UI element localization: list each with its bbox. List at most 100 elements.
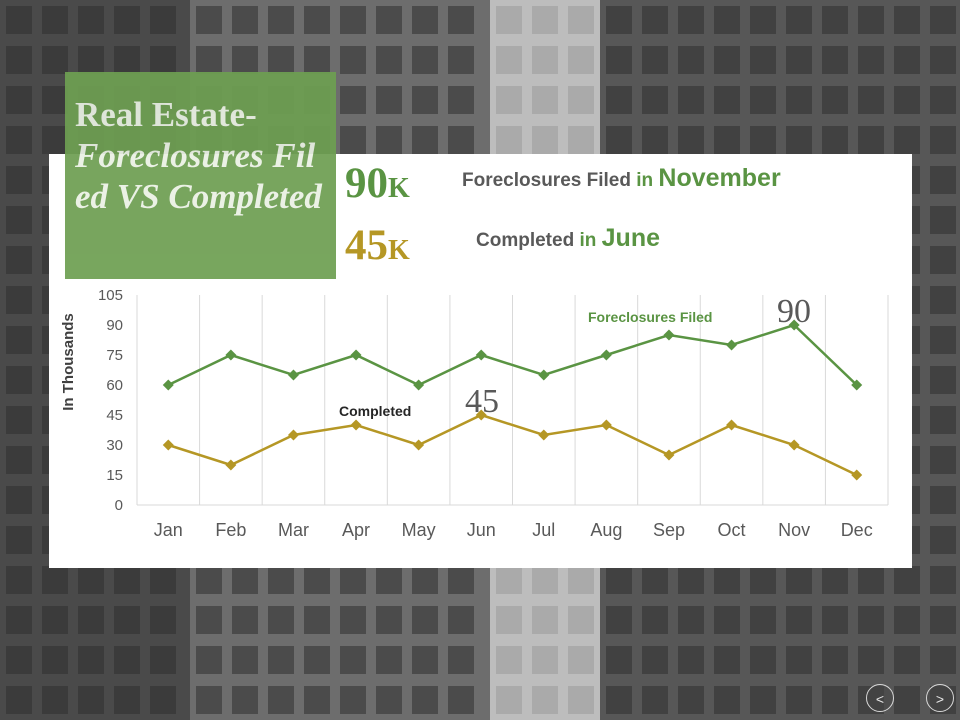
building-window <box>750 686 776 714</box>
building-window <box>114 566 140 594</box>
y-axis-ticks: 0 15 30 45 60 75 90 105 <box>98 287 123 514</box>
building-window <box>412 606 438 634</box>
building-window <box>412 86 438 114</box>
building-window <box>114 646 140 674</box>
building-window <box>448 686 474 714</box>
building-window <box>822 6 848 34</box>
building-window <box>642 6 668 34</box>
building-window <box>894 46 920 74</box>
y-tick-label: 60 <box>106 377 123 394</box>
data-point <box>287 369 299 381</box>
building-window <box>822 86 848 114</box>
building-window <box>930 646 956 674</box>
building-window <box>786 86 812 114</box>
building-window <box>532 86 558 114</box>
building-window <box>340 6 366 34</box>
data-point <box>162 379 174 391</box>
building-window <box>786 566 812 594</box>
building-window <box>42 606 68 634</box>
prev-slide-button[interactable]: < <box>866 684 894 712</box>
building-window <box>6 206 32 234</box>
building-window <box>714 566 740 594</box>
building-window <box>304 646 330 674</box>
building-window <box>568 606 594 634</box>
building-window <box>930 606 956 634</box>
x-tick-label: Oct <box>718 520 746 540</box>
building-window <box>930 326 956 354</box>
x-tick-label: Dec <box>841 520 873 540</box>
building-window <box>42 646 68 674</box>
y-tick-label: 0 <box>115 497 123 514</box>
line-chart: 0 15 30 45 60 75 90 105 Jan Feb Mar Apr May Jun Jul Au… <box>60 287 889 540</box>
building-window <box>786 126 812 154</box>
building-window <box>304 566 330 594</box>
building-window <box>894 566 920 594</box>
building-window <box>568 86 594 114</box>
highlight-completed-connector: in <box>579 230 597 251</box>
highlight-filed-text: Foreclosures Filed in November <box>462 164 781 193</box>
highlight-completed-number: 45 <box>345 222 388 269</box>
series-line <box>167 323 858 387</box>
building-window <box>714 686 740 714</box>
building-window <box>6 6 32 34</box>
building-window <box>786 6 812 34</box>
building-window <box>42 46 68 74</box>
building-window <box>858 86 884 114</box>
data-point <box>287 429 299 441</box>
building-window <box>568 46 594 74</box>
building-window <box>930 486 956 514</box>
building-window <box>930 86 956 114</box>
building-window <box>894 6 920 34</box>
building-window <box>268 566 294 594</box>
building-window <box>412 566 438 594</box>
building-window <box>114 6 140 34</box>
building-window <box>42 86 68 114</box>
building-window <box>6 246 32 274</box>
building-window <box>568 566 594 594</box>
highlight-filed-unit: K <box>388 173 410 204</box>
building-window <box>196 686 222 714</box>
annotation-filed-peak: 90 <box>777 293 811 330</box>
data-point <box>350 419 362 431</box>
building-window <box>376 566 402 594</box>
building-window <box>750 86 776 114</box>
building-window <box>822 46 848 74</box>
building-window <box>678 46 704 74</box>
data-point <box>475 349 487 361</box>
building-window <box>786 46 812 74</box>
building-window <box>496 566 522 594</box>
building-window <box>376 686 402 714</box>
building-window <box>114 686 140 714</box>
building-window <box>42 6 68 34</box>
building-window <box>642 46 668 74</box>
y-axis-label: In Thousands <box>60 313 77 411</box>
building-window <box>42 126 68 154</box>
building-window <box>412 46 438 74</box>
building-window <box>894 86 920 114</box>
building-window <box>376 6 402 34</box>
building-window <box>42 566 68 594</box>
x-tick-label: Nov <box>778 520 810 540</box>
building-window <box>114 606 140 634</box>
building-window <box>78 566 104 594</box>
building-window <box>568 686 594 714</box>
building-window <box>532 6 558 34</box>
building-window <box>930 286 956 314</box>
data-point <box>851 379 863 391</box>
x-tick-label: May <box>402 520 436 540</box>
building-window <box>714 46 740 74</box>
next-slide-button[interactable]: > <box>926 684 954 712</box>
building-window <box>448 606 474 634</box>
data-point <box>663 449 675 461</box>
building-window <box>6 366 32 394</box>
y-tick-label: 15 <box>106 467 123 484</box>
building-window <box>532 566 558 594</box>
building-window <box>150 566 176 594</box>
highlight-filed-month: November <box>658 164 781 192</box>
building-window <box>678 6 704 34</box>
building-window <box>930 246 956 274</box>
building-window <box>376 46 402 74</box>
building-window <box>232 646 258 674</box>
building-window <box>6 486 32 514</box>
building-window <box>606 606 632 634</box>
